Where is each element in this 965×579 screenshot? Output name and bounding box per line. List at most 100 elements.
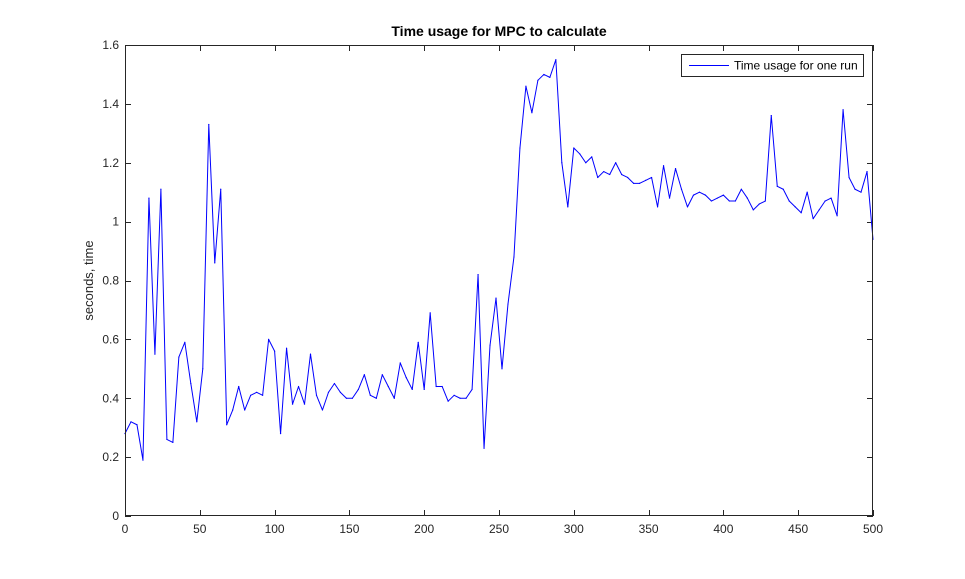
data-point <box>172 441 174 444</box>
data-point <box>788 200 790 202</box>
data-point <box>549 76 551 78</box>
data-point <box>477 274 479 276</box>
data-point <box>501 368 503 370</box>
y-tick-label: 1 <box>112 215 119 229</box>
data-point <box>752 209 754 211</box>
data-point <box>818 209 820 211</box>
y-tick-label: 0.2 <box>102 450 119 464</box>
data-point <box>136 424 138 426</box>
data-point <box>639 182 641 184</box>
data-point <box>597 176 599 179</box>
data-point <box>285 347 288 349</box>
data-point <box>567 206 569 208</box>
data-point <box>238 385 240 388</box>
data-point <box>830 197 832 199</box>
data-point <box>423 388 425 391</box>
data-point <box>656 206 659 208</box>
x-tick-label: 300 <box>564 522 584 536</box>
data-point <box>555 59 557 61</box>
data-point <box>812 218 814 220</box>
data-point <box>728 200 730 202</box>
x-tick-label: 350 <box>639 522 659 536</box>
data-point <box>519 147 521 149</box>
data-point <box>692 194 695 196</box>
x-tick-label: 150 <box>339 522 359 536</box>
data-point <box>489 344 491 346</box>
data-point <box>836 215 838 217</box>
x-tick-label: 200 <box>414 522 434 536</box>
data-point <box>860 191 862 193</box>
data-point <box>142 459 144 461</box>
data-point <box>507 303 509 305</box>
data-point <box>674 168 677 170</box>
data-point <box>244 409 246 411</box>
data-point <box>357 388 359 391</box>
data-point <box>387 385 389 388</box>
data-point <box>471 388 473 391</box>
data-point <box>232 409 234 411</box>
data-point <box>668 197 671 199</box>
data-point <box>148 197 150 199</box>
data-point <box>214 262 216 264</box>
data-point <box>435 385 437 388</box>
data-point <box>573 147 575 149</box>
data-point <box>154 353 156 355</box>
data-point <box>824 200 826 202</box>
data-point <box>650 176 653 179</box>
data-point <box>579 153 581 155</box>
data-point <box>621 173 623 176</box>
data-point <box>609 173 611 176</box>
data-point <box>178 356 180 358</box>
data-point <box>734 200 736 202</box>
data-point <box>190 382 192 385</box>
data-point <box>345 397 348 399</box>
data-point <box>662 165 665 167</box>
data-point <box>339 391 342 393</box>
data-point <box>800 212 802 214</box>
legend-box <box>681 54 864 77</box>
data-point <box>315 394 318 396</box>
data-point <box>764 200 766 202</box>
data-point <box>268 338 270 340</box>
data-point <box>297 385 300 388</box>
data-point <box>375 397 377 399</box>
data-point <box>585 162 587 164</box>
data-point <box>776 185 778 187</box>
data-point <box>274 350 276 352</box>
data-point <box>291 403 294 405</box>
y-tick-label: 0 <box>112 509 119 523</box>
data-point <box>740 188 742 190</box>
data-point <box>256 391 258 393</box>
x-tick-label: 50 <box>193 522 207 536</box>
data-point <box>645 179 647 182</box>
y-tick-label: 0.6 <box>102 332 119 346</box>
y-tick-label: 1.6 <box>102 38 119 52</box>
series-line <box>124 59 874 461</box>
legend-label: Time usage for one run <box>734 59 858 73</box>
data-point <box>447 400 449 402</box>
x-tick-label: 400 <box>713 522 733 536</box>
data-point <box>327 391 330 393</box>
data-point <box>303 403 306 405</box>
data-point <box>746 197 748 199</box>
y-tick-label: 0.4 <box>102 391 119 405</box>
data-point <box>202 368 204 370</box>
data-point <box>591 156 593 158</box>
data-point <box>160 188 162 190</box>
x-tick-label: 500 <box>863 522 883 536</box>
data-point <box>842 109 844 111</box>
data-point <box>531 112 533 114</box>
data-point <box>226 424 228 426</box>
data-point <box>627 176 629 179</box>
plot-area <box>125 45 873 516</box>
data-point <box>848 176 850 179</box>
data-point <box>196 421 198 423</box>
data-point <box>465 397 467 399</box>
x-tick-label: 250 <box>489 522 509 536</box>
data-point <box>351 397 353 399</box>
data-point <box>770 115 772 117</box>
data-point <box>166 438 168 441</box>
data-point <box>363 374 365 376</box>
data-point <box>369 394 371 396</box>
